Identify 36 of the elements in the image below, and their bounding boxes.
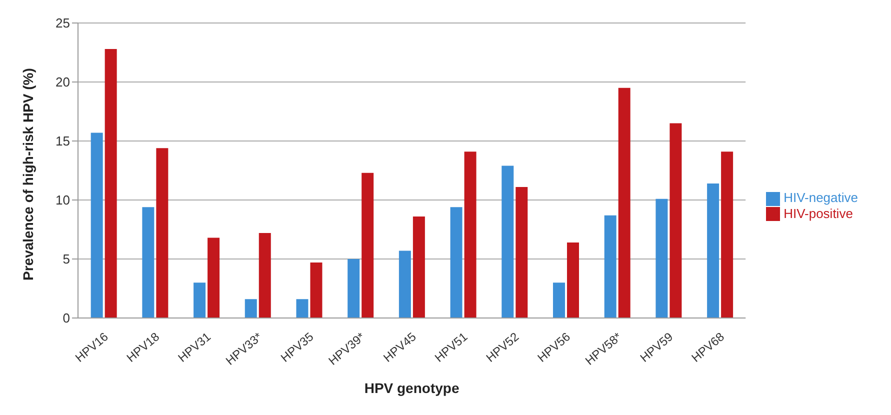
bar — [670, 123, 682, 318]
bar — [348, 259, 360, 318]
y-tick-label: 20 — [56, 74, 70, 90]
y-tick-label: 5 — [62, 252, 70, 267]
bar — [142, 207, 154, 318]
bar — [244, 299, 257, 318]
bar — [156, 148, 168, 318]
bar — [208, 238, 220, 318]
bar — [618, 88, 630, 318]
bar — [194, 282, 206, 318]
bar — [412, 216, 425, 318]
bar — [464, 152, 476, 318]
bar — [707, 183, 720, 318]
bar — [516, 187, 528, 318]
bar — [362, 172, 374, 318]
bar — [566, 242, 579, 318]
x-axis-title: HPV genotype — [364, 380, 460, 396]
bar — [502, 166, 514, 318]
bar — [398, 250, 411, 318]
bar — [721, 152, 734, 318]
bar — [90, 132, 103, 318]
y-axis-title: Prevalence of high-risk HPV (%) — [20, 68, 36, 280]
y-tick-label: 15 — [56, 134, 70, 149]
legend-label: HIV-negative — [784, 190, 858, 205]
bar — [656, 198, 668, 318]
y-tick-label: 10 — [56, 192, 70, 208]
bar — [310, 262, 322, 318]
bar — [258, 233, 271, 318]
bar — [604, 215, 616, 318]
y-tick-label: 25 — [56, 16, 70, 31]
bar — [552, 282, 565, 318]
bar — [296, 299, 308, 318]
legend-label: HIV-positive — [784, 206, 853, 220]
bar — [450, 207, 462, 318]
bar — [104, 48, 117, 318]
y-tick-label: 0 — [62, 310, 70, 326]
